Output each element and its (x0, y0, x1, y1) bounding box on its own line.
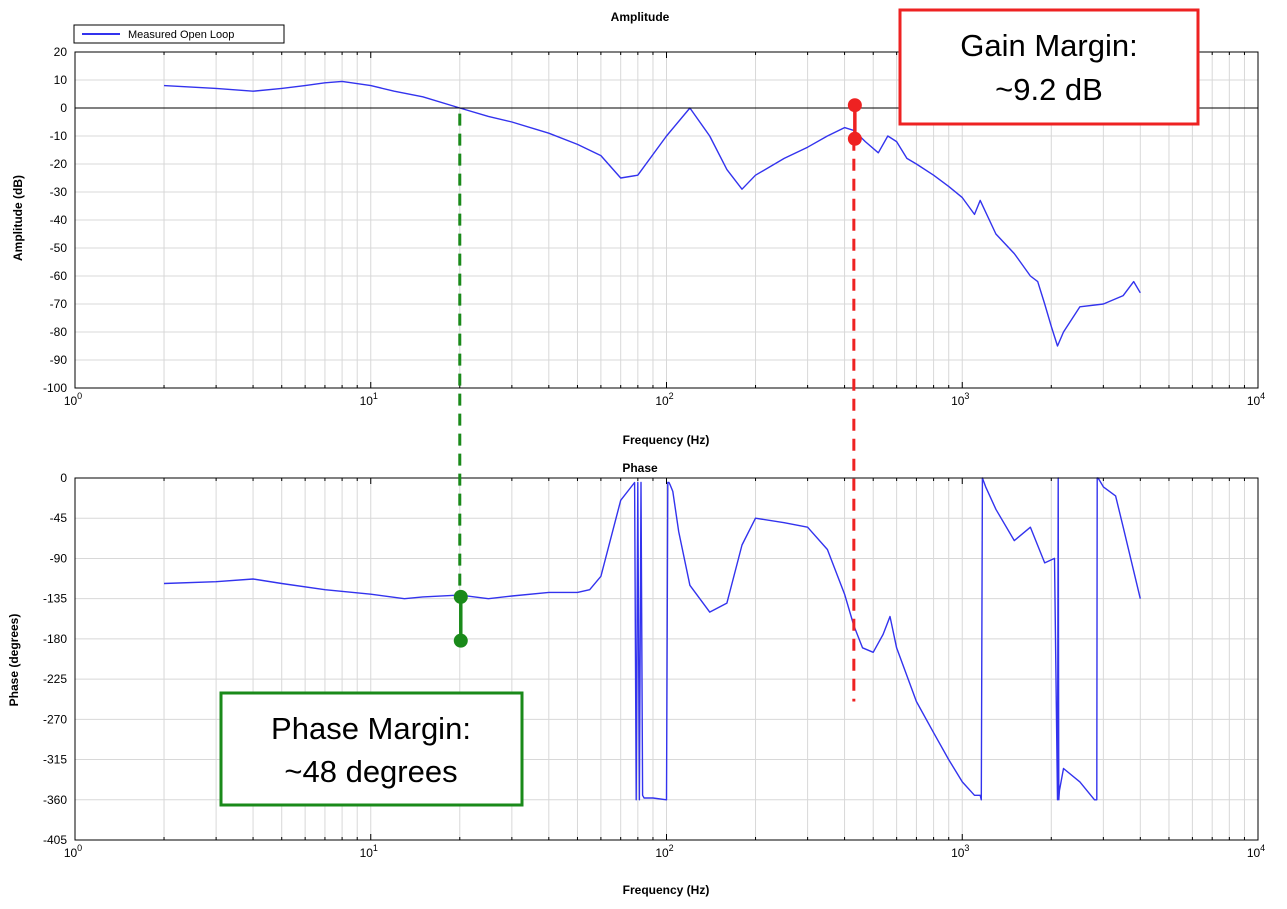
amplitude-y-tick-label: 10 (54, 73, 68, 87)
amplitude-y-tick-label: 20 (54, 45, 68, 59)
amplitude-chart-title: Amplitude (611, 10, 670, 24)
gain-margin-top-dot (847, 98, 862, 113)
series-layer (163, 80, 1141, 801)
phase-y-tick-label: -315 (43, 753, 67, 767)
phase-y-tick-label: 0 (60, 471, 67, 485)
phase-y-tick-label: -180 (43, 632, 67, 646)
phase-margin-top-dot (453, 589, 468, 604)
phase-y-tick-label: -135 (43, 592, 67, 606)
phase-margin-line1: Phase Margin: (271, 711, 471, 746)
amplitude-y-tick-label: -40 (50, 213, 68, 227)
annotation-layer (453, 98, 862, 702)
legend: Measured Open Loop (73, 24, 285, 44)
amplitude-x-tick-label: 100 (64, 391, 82, 408)
phase-y-tick-label: -225 (43, 672, 67, 686)
phase-x-tick-label: 100 (64, 843, 82, 860)
phase-y-tick-label: -90 (50, 551, 68, 565)
phase-x-tick-label: 101 (360, 843, 378, 860)
phase-margin-box (219, 691, 524, 807)
gain-margin-bottom-dot (847, 131, 862, 146)
phase-margin-bottom-dot (453, 633, 468, 648)
gain-margin-callout: Gain Margin: ~9.2 dB (898, 8, 1200, 126)
phase-x-tick-label: 103 (951, 843, 969, 860)
gain-margin-line2: ~9.2 dB (995, 72, 1103, 107)
gain-margin-line1: Gain Margin: (960, 28, 1137, 63)
amplitude-y-axis-label: Amplitude (dB) (11, 175, 25, 261)
amplitude-y-tick-label: -60 (50, 269, 68, 283)
phase-x-axis-label: Frequency (Hz) (623, 883, 710, 897)
amplitude-x-tick-label: 101 (360, 391, 378, 408)
amplitude-y-tick-label: -100 (43, 381, 67, 395)
amplitude-y-tick-label: -90 (50, 353, 68, 367)
phase-margin-callout: Phase Margin: ~48 degrees (219, 691, 524, 807)
phase-y-tick-label: -405 (43, 833, 67, 847)
amplitude-y-tick-label: 0 (60, 101, 67, 115)
gain-margin-box (898, 8, 1200, 126)
phase-margin-line2: ~48 degrees (284, 754, 457, 789)
amplitude-x-tick-label: 102 (655, 391, 673, 408)
amplitude-series-line (163, 80, 1141, 347)
amplitude-y-tick-label: -30 (50, 185, 68, 199)
amplitude-y-tick-label: -70 (50, 297, 68, 311)
amplitude-x-axis-label: Frequency (Hz) (623, 433, 710, 447)
amplitude-x-tick-label: 103 (951, 391, 969, 408)
phase-chart-title: Phase (622, 461, 658, 475)
phase-x-tick-label: 102 (655, 843, 673, 860)
phase-y-tick-label: -45 (50, 511, 68, 525)
phase-y-tick-label: -360 (43, 793, 67, 807)
amplitude-x-tick-label: 104 (1247, 391, 1265, 408)
phase-y-axis-label: Phase (degrees) (7, 614, 21, 707)
legend-label: Measured Open Loop (128, 29, 234, 41)
phase-x-tick-label: 104 (1247, 843, 1265, 860)
phase-series-line (163, 477, 1141, 801)
amplitude-y-tick-label: -50 (50, 241, 68, 255)
amplitude-y-tick-label: -80 (50, 325, 68, 339)
phase-y-tick-label: -270 (43, 712, 67, 726)
amplitude-y-tick-label: -10 (50, 129, 68, 143)
amplitude-y-tick-label: -20 (50, 157, 68, 171)
